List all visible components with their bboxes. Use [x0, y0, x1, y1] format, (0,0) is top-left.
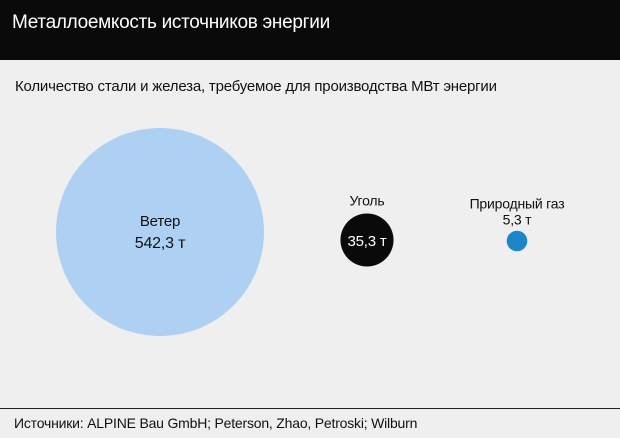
bubble-value-gas: 5,3 т: [503, 212, 533, 228]
sources-footer: Источники: ALPINE Bau GmbH; Peterson, Zh…: [14, 415, 418, 431]
bubble-label-gas: Природный газ: [470, 196, 565, 212]
title-bar: Металлоемкость источников энергии: [0, 0, 620, 60]
bubble-label-wind: Ветер: [140, 213, 180, 230]
bubble-label-coal: Уголь: [349, 192, 384, 208]
bubble-gas: [506, 230, 528, 252]
page-title: Металлоемкость источников энергии: [12, 12, 330, 33]
bubble-value-wind: 542,3 т: [135, 235, 186, 252]
chart-subtitle: Количество стали и железа, требуемое для…: [15, 78, 497, 95]
bubble-wind: [56, 128, 264, 336]
footer-divider: [0, 408, 620, 409]
bubble-coal: [340, 213, 394, 267]
bubble-value-coal: 35,3 т: [347, 233, 386, 250]
